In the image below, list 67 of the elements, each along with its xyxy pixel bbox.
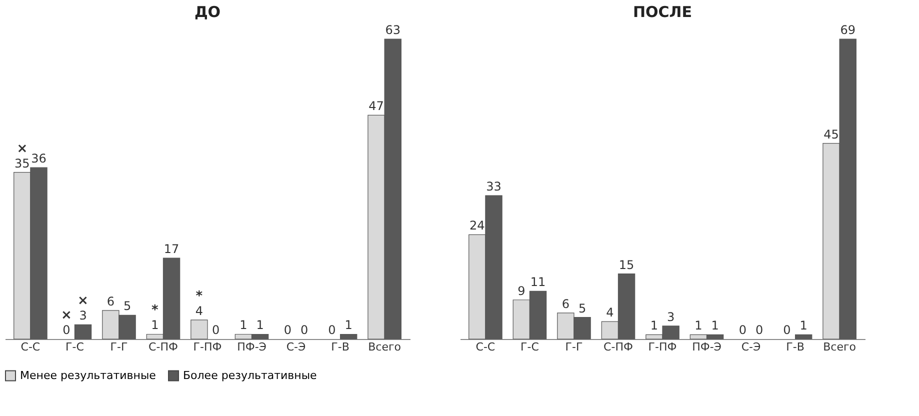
x-tick-label: Г-С (66, 340, 84, 354)
legend-label: Более результативные (183, 368, 318, 382)
data-label: 0 (62, 323, 70, 337)
data-label: 11 (530, 275, 546, 290)
x-tick-label: С-С (476, 340, 496, 354)
data-label: 1 (694, 318, 702, 333)
data-label: 3 (79, 308, 87, 323)
data-label: 1 (711, 318, 719, 333)
x-tick-label: Всего (823, 340, 856, 354)
bar (190, 320, 208, 340)
data-label: 33 (486, 180, 502, 194)
x-tick-label: Г-С (520, 340, 540, 354)
annotation: * (196, 288, 203, 304)
x-tick-label: Г-В (331, 340, 350, 354)
bar (794, 334, 812, 340)
data-label: 69 (840, 23, 856, 37)
data-label: 45 (824, 127, 839, 142)
data-label: 24 (470, 218, 485, 233)
x-tick-label: Г-В (786, 340, 804, 354)
annotation: * (152, 303, 159, 318)
x-tick-label: Г-Г (565, 340, 583, 354)
data-label: 1 (151, 318, 159, 332)
data-label: 3 (666, 310, 675, 324)
bar (340, 334, 358, 340)
data-label: 0 (328, 323, 336, 337)
chart-title: ДО (194, 3, 221, 21)
data-label: 0 (756, 323, 764, 337)
data-label: 35 (14, 156, 30, 170)
data-label: 6 (562, 296, 570, 311)
data-label: 0 (738, 323, 747, 337)
x-tick-label: Всего (368, 340, 402, 354)
data-label: 5 (123, 299, 132, 314)
data-label: 1 (650, 318, 658, 333)
data-label: 0 (212, 323, 220, 337)
x-tick-label: С-С (20, 340, 40, 354)
data-label: 5 (578, 301, 586, 316)
data-label: 15 (618, 258, 634, 272)
data-label: 0 (284, 323, 292, 337)
x-tick-label: С-ПФ (148, 340, 178, 354)
data-label: 36 (31, 152, 46, 166)
legend-label: Менее результативные (20, 368, 156, 382)
x-tick-label: С-Э (286, 340, 306, 354)
data-label: 1 (800, 318, 808, 333)
data-label: 1 (344, 318, 352, 332)
x-tick-label: Г-ПФ (648, 340, 677, 354)
x-tick-label: С-ПФ (604, 340, 633, 354)
bar (74, 324, 92, 340)
x-tick-label: Г-Г (110, 340, 128, 354)
chart-title: ПОСЛЕ (632, 3, 692, 21)
x-tick-label: Г-ПФ (193, 340, 222, 354)
data-label: 4 (195, 304, 204, 318)
data-label: 63 (385, 23, 400, 37)
data-label: 1 (240, 318, 248, 332)
annotation: × (78, 294, 88, 309)
data-label: 17 (164, 242, 180, 256)
data-label: 9 (518, 284, 526, 298)
annotation: × (16, 141, 28, 156)
data-label: 4 (606, 306, 614, 320)
data-label: 47 (368, 99, 384, 114)
annotation: × (60, 308, 72, 323)
data-label: 1 (256, 318, 264, 332)
data-label: 6 (106, 294, 114, 308)
data-label: 0 (783, 323, 791, 337)
x-tick-label: ПФ-Э (692, 340, 722, 354)
x-tick-label: С-Э (741, 340, 762, 354)
x-tick-label: ПФ-Э (237, 340, 267, 354)
data-label: 0 (300, 323, 308, 337)
